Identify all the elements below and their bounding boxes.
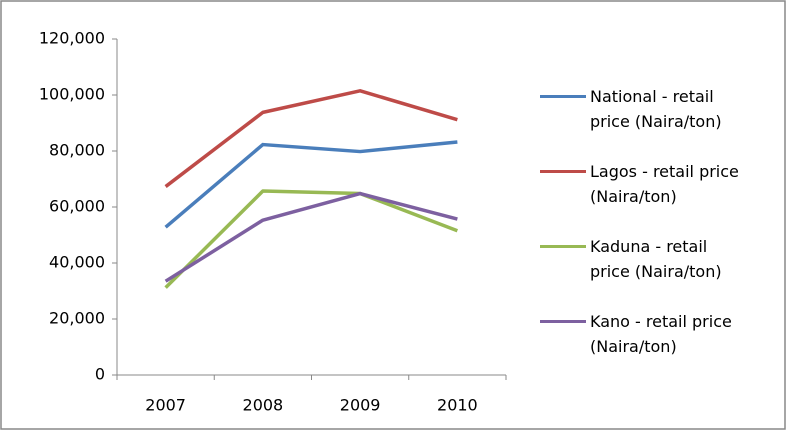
series-line — [164, 89, 458, 188]
y-tick-label: 100,000 — [39, 85, 105, 104]
series-line — [164, 140, 458, 229]
y-tick-label: 60,000 — [49, 197, 105, 216]
legend-label: Kano - retail price (Naira/ton) — [590, 312, 732, 356]
legend-label: Kaduna - retail price (Naira/ton) — [590, 237, 722, 281]
legend-entry: Kaduna - retail price (Naira/ton) — [540, 234, 750, 284]
legend-label: Lagos - retail price (Naira/ton) — [590, 162, 739, 206]
legend-swatch — [540, 245, 586, 248]
series-line — [164, 189, 459, 289]
x-tick-label: 2007 — [145, 396, 186, 415]
legend-entry: National - retail price (Naira/ton) — [540, 84, 750, 134]
x-tick-label: 2010 — [437, 396, 478, 415]
legend-swatch — [540, 95, 586, 98]
x-tick-label: 2009 — [340, 396, 381, 415]
y-tick-label: 120,000 — [39, 29, 105, 48]
legend-swatch — [540, 170, 586, 173]
series-line — [164, 191, 458, 283]
legend-swatch — [540, 320, 586, 323]
legend-entry: Lagos - retail price (Naira/ton) — [540, 159, 750, 209]
legend-entry: Kano - retail price (Naira/ton) — [540, 309, 750, 359]
y-tick-label: 40,000 — [49, 253, 105, 272]
y-tick-label: 80,000 — [49, 141, 105, 160]
y-tick-label: 0 — [95, 365, 105, 384]
y-tick-label: 20,000 — [49, 309, 105, 328]
x-tick-label: 2008 — [243, 396, 284, 415]
legend-label: National - retail price (Naira/ton) — [590, 87, 722, 131]
